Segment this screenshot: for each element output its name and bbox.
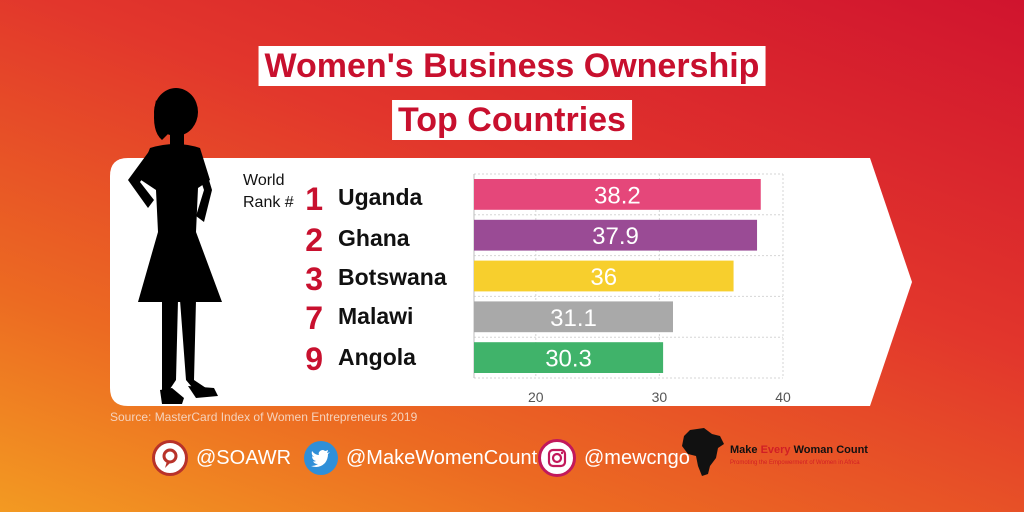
country-label: Uganda (338, 184, 423, 210)
bar (474, 301, 673, 333)
rank-number: 3 (305, 261, 323, 297)
x-tick-label: 30 (652, 389, 668, 405)
twitter-icon (304, 441, 338, 475)
brand-make: Make (730, 444, 761, 456)
rank-number: 2 (305, 222, 323, 258)
soawr-logo-icon (152, 440, 188, 476)
world-rank-label-line2: Rank # (243, 194, 294, 211)
bar-value-label: 30.3 (545, 346, 592, 373)
bar (474, 179, 761, 210)
x-tick-label: 40 (775, 389, 791, 405)
bar (474, 260, 734, 292)
country-label: Botswana (338, 264, 447, 290)
soawr-label: @SOAWR (196, 446, 292, 469)
instagram-label: @mewcngo (584, 446, 690, 469)
twitter-label: @MakeWomenCount (346, 446, 538, 469)
country-label: Angola (338, 344, 416, 370)
instagram-icon (538, 439, 576, 477)
x-tick-label: 20 (528, 389, 544, 405)
instagram-handle[interactable]: @mewcngo (538, 438, 690, 478)
africa-map-logo-icon (682, 428, 724, 476)
bar-value-label: 31.1 (550, 305, 597, 332)
brand-rest: Woman Count (790, 444, 868, 456)
chart-title-line-2: Top Countries (392, 100, 632, 140)
bar (474, 342, 664, 373)
bar-value-label: 38.2 (594, 182, 641, 209)
bar-value-label: 36 (590, 264, 617, 291)
brand-every: Every (760, 444, 791, 456)
bar-value-label: 37.9 (592, 223, 639, 250)
world-rank-label: World Rank # (243, 170, 294, 214)
country-label: Malawi (338, 303, 414, 329)
brand-name: Make Every Woman Count (730, 444, 868, 456)
bar (474, 219, 758, 251)
soawr-handle[interactable]: @SOAWR (152, 438, 291, 478)
source-note: Source: MasterCard Index of Women Entrep… (110, 410, 418, 424)
brand-tagline: Promoting the Empowerment of Women in Af… (730, 460, 860, 466)
rank-number: 7 (305, 300, 323, 336)
chart-title-line-1: Women's Business Ownership (258, 46, 766, 86)
rank-number: 9 (305, 341, 323, 377)
rank-number: 1 (305, 181, 323, 217)
country-label: Ghana (338, 225, 410, 251)
world-rank-label-line1: World (243, 172, 285, 189)
twitter-handle[interactable]: @MakeWomenCount (304, 438, 537, 478)
